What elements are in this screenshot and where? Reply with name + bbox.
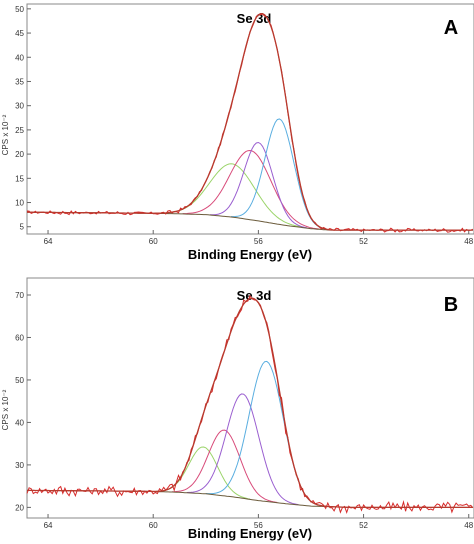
y-tick-label: 30 [15,102,24,111]
component-peak-2 [182,149,320,230]
panel-b: Se 3d B CPS x 10⁻² Binding Energy (eV) 6… [1,277,474,541]
y-tick-label: 20 [15,503,24,512]
y-tick-label: 35 [15,77,24,86]
background-line [27,489,473,508]
y-tick-label: 60 [15,333,24,342]
panel-b-title: Se 3d [237,288,272,303]
y-tick-label: 15 [15,174,24,183]
plot-frame-a [26,3,474,235]
panel-a-label: A [444,17,458,39]
panel-a-curves [26,12,474,233]
x-tick-label: 64 [44,237,53,246]
component-peak-2 [172,429,278,503]
panel-b-ylabel: CPS x 10⁻² [1,389,10,430]
x-tick-label: 60 [149,521,158,530]
y-tick-label: 20 [15,150,24,159]
fit-envelope [27,12,473,231]
component-peak-1 [157,446,251,500]
x-tick-label: 48 [464,237,473,246]
panel-b-curves [26,294,474,515]
y-tick-label: 5 [20,223,25,232]
x-tick-label: 52 [359,237,368,246]
y-tick-label: 30 [15,461,24,470]
y-tick-label: 50 [15,5,24,14]
y-tick-label: 45 [15,29,24,38]
x-tick-label: 64 [44,521,53,530]
panel-b-label: B [444,294,458,316]
y-tick-label: 25 [15,126,24,135]
component-peak-1 [159,163,305,229]
x-tick-label: 56 [254,237,263,246]
panel-a-ticks: 64 60 56 52 48 5 10 15 20 25 30 35 40 45 50 [15,5,474,246]
panel-b-ticks: 64 60 56 52 48 20 30 40 50 60 70 [15,291,474,530]
x-tick-label: 60 [149,237,158,246]
fit-envelope [27,297,473,509]
raw-spectrum [26,294,474,515]
panel-a: Se 3d A CPS x 10⁻² Binding Energy (eV) 6… [1,3,474,262]
x-tick-label: 56 [254,521,263,530]
x-tick-label: 48 [464,521,473,530]
y-tick-label: 70 [15,291,24,300]
component-peak-4 [205,360,328,507]
component-peak-3 [186,393,299,506]
panel-a-ylabel: CPS x 10⁻² [1,114,10,155]
background-line [27,211,473,231]
y-tick-label: 40 [15,53,24,62]
y-tick-label: 50 [15,376,24,385]
raw-spectrum [26,13,474,233]
plot-frame-b [26,277,474,519]
panel-a-xlabel: Binding Energy (eV) [188,247,312,262]
component-peak-3 [210,141,307,229]
panel-b-xlabel: Binding Energy (eV) [188,526,312,541]
y-tick-label: 10 [15,199,24,208]
y-tick-label: 40 [15,418,24,427]
x-tick-label: 52 [359,521,368,530]
